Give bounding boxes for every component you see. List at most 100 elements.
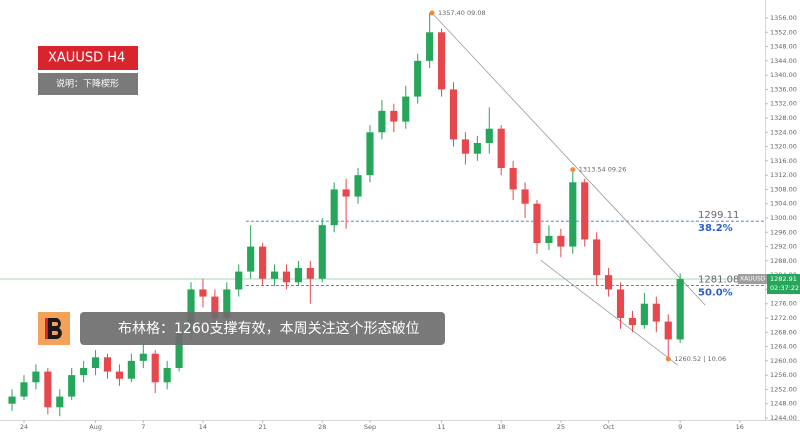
point-date: | 10.06	[703, 355, 726, 363]
candle-body	[545, 235, 553, 243]
y-tick-label: 1296.00	[770, 228, 797, 236]
candle-body	[366, 132, 374, 176]
x-tick-label: 11	[437, 423, 445, 431]
fib-pct: 38.2%	[698, 223, 733, 234]
x-tick-label: Sep	[364, 423, 376, 431]
x-tick-label: Oct	[603, 423, 615, 431]
candle-body	[175, 332, 183, 368]
trendline	[540, 259, 679, 366]
candle-body	[509, 168, 517, 190]
y-tick-label: 1324.00	[770, 128, 797, 136]
candle-body	[318, 225, 326, 279]
y-tick-label: 1276.00	[770, 300, 797, 308]
candle-body	[521, 189, 529, 204]
candle-body	[593, 239, 601, 276]
logo	[38, 312, 70, 345]
candle-body	[80, 368, 88, 376]
x-tick-label: 24	[20, 423, 28, 431]
candle-body	[187, 289, 195, 333]
candle-body	[378, 110, 386, 133]
y-tick-label: 1316.00	[770, 157, 797, 165]
y-tick-label: 1332.00	[770, 100, 797, 108]
candle-body	[414, 60, 422, 97]
candle-body	[497, 128, 505, 168]
candle-body	[294, 268, 302, 283]
candle-body	[354, 175, 362, 197]
annotation: 布林格：1260支撑有效，本周关注这个形态破位	[118, 320, 420, 337]
point-price: 1357.40	[438, 9, 465, 17]
candle-body	[485, 128, 493, 143]
candle-body	[199, 289, 207, 297]
point-price: 1260.52	[674, 355, 701, 363]
candle-body	[56, 396, 64, 408]
candle-body	[8, 396, 16, 404]
x-tick-label: 9	[678, 423, 682, 431]
fib-pct: 50.0%	[698, 288, 733, 299]
x-tick-label: 21	[258, 423, 266, 431]
point-date: 09.08	[467, 9, 486, 17]
y-tick-label: 1268.00	[770, 328, 797, 336]
candle-body	[569, 182, 577, 247]
subtitle: 说明：下降楔形	[56, 78, 119, 90]
candle-body	[223, 289, 231, 318]
y-tick-label: 1300.00	[770, 214, 797, 222]
x-tick-label: 28	[318, 423, 326, 431]
x-tick-label: 25	[557, 423, 565, 431]
candle-body	[139, 353, 147, 361]
candle-body	[235, 271, 243, 290]
y-tick-label: 1260.00	[770, 357, 797, 365]
y-tick-label: 1348.00	[770, 43, 797, 51]
last-price-box	[767, 274, 800, 295]
y-tick-label: 1264.00	[770, 343, 797, 351]
y-tick-label: 1252.00	[770, 385, 797, 393]
candle-body	[282, 271, 291, 283]
y-tick-label: 1256.00	[770, 371, 797, 379]
candle-body	[628, 318, 637, 326]
symbol-box	[738, 274, 767, 285]
title-box	[38, 46, 138, 70]
candle-body	[461, 139, 469, 154]
candle-body	[652, 303, 660, 322]
candle-body	[640, 303, 648, 326]
trendline	[431, 12, 706, 306]
candle-body	[163, 368, 171, 383]
y-tick-label: 1244.00	[770, 414, 797, 422]
candle-body	[616, 289, 625, 318]
x-tick-label: 18	[497, 423, 505, 431]
candle-body	[664, 321, 672, 340]
plot: 1299.11 38.2% 1281.08 50.0% 1357.40 09.08 1313…	[0, 9, 765, 417]
point-marker	[665, 356, 671, 362]
fib-value: 1299.11	[698, 210, 739, 221]
candle-body	[581, 182, 589, 240]
candle-body	[151, 353, 159, 383]
y-tick-label: 1344.00	[770, 57, 797, 65]
y-tick-label: 1340.00	[770, 71, 797, 79]
candle-body	[473, 143, 481, 154]
candle-body	[676, 279, 684, 340]
candle-body	[32, 371, 40, 383]
subtitle-box	[38, 73, 138, 95]
candle-body	[557, 235, 565, 247]
y-tick-label: 1352.00	[770, 28, 797, 36]
y-tick-label: 1248.00	[770, 400, 797, 408]
y-tick-label: 1308.00	[770, 185, 797, 193]
point-price: 1313.54	[579, 166, 606, 174]
candle-body	[103, 357, 112, 372]
candle-body	[390, 110, 398, 122]
countdown-label: 02:37:22	[770, 284, 799, 292]
x-tick-label: 14	[199, 423, 207, 431]
candle-body	[127, 360, 135, 379]
y-tick-label: 1292.00	[770, 243, 797, 251]
candle-body	[426, 32, 434, 61]
annotation-box	[80, 312, 445, 345]
y-tick-label: 1272.00	[770, 314, 797, 322]
y-tick-label: 1328.00	[770, 114, 797, 122]
candle-body	[533, 203, 541, 243]
symbol-label: XAUUSD	[740, 276, 766, 283]
y-tick-label: 1288.00	[770, 257, 797, 265]
y-tick-label: 1304.00	[770, 200, 797, 208]
x-tick-label: Aug	[89, 423, 102, 431]
candle-body	[259, 246, 267, 279]
y-tick-label: 1356.00	[770, 14, 797, 22]
candle-body	[270, 271, 279, 279]
